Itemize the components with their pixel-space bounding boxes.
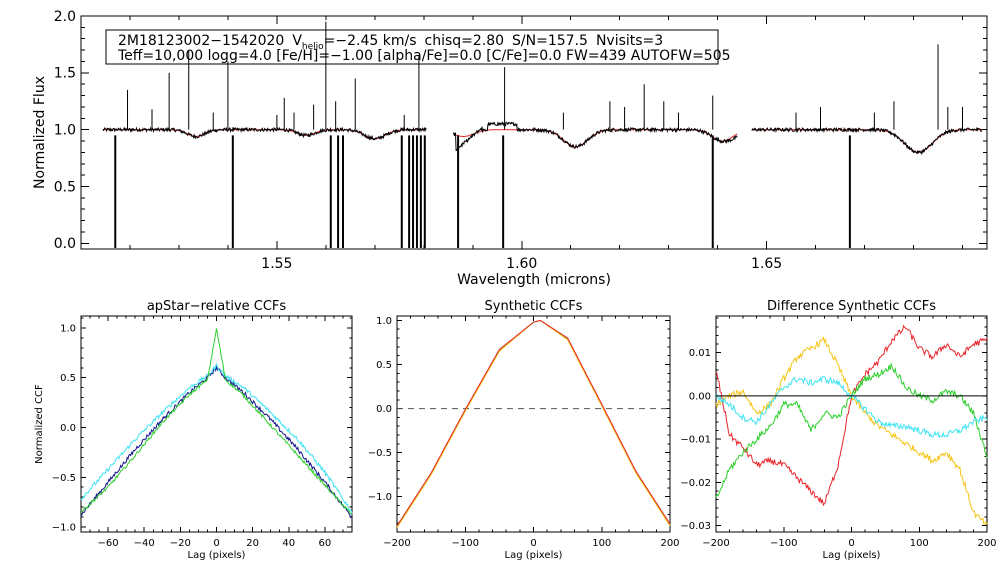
synthetic_ccf-synthetic-ccf-red-line (396, 319, 671, 527)
apstar_ccf-ytick-label: −0.5 (52, 473, 76, 484)
apstar_ccf-xtick-label: 20 (246, 538, 259, 549)
spectrum-observed-line (452, 121, 738, 151)
spectrum-xtick-label: 1.60 (506, 256, 537, 272)
info-nvisits: Nvisits=3 (596, 33, 663, 49)
diff_ccf-difference-red-line (715, 324, 988, 507)
info-chisq: chisq=2.80 (425, 33, 505, 49)
synthetic_ccf-xtick-label: −100 (452, 538, 479, 549)
diff_ccf-xtick-label: 200 (977, 538, 996, 549)
synthetic_ccf-ytick-label: 0.5 (376, 360, 392, 371)
spectrum-ylabel: Normalized Flux (32, 76, 48, 189)
diff_ccf-xtick-label: −100 (770, 538, 797, 549)
diff_ccf-ytick-label: −0.01 (680, 435, 711, 446)
diff_ccf-xtick-label: 0 (848, 538, 854, 549)
diff_ccf-difference-cyan-line (715, 376, 988, 439)
spectrum-ytick-label: 0.5 (54, 179, 76, 195)
synthetic_ccf-ytick-label: 0.0 (376, 404, 392, 415)
synthetic_ccf-synthetic-ccf-green-line (396, 319, 671, 527)
spectrum-frame (80, 15, 988, 250)
apstar_ccf-visit-ccf-2-line (80, 362, 353, 515)
synthetic_ccf-synthetic-ccf-orange-line (396, 319, 671, 528)
apstar_ccf-xtick-label: −20 (170, 538, 191, 549)
synthetic-ccf-panel: −200 −100 0 100 200 −1.0 −0.5 0.0 0.5 1.0 Syntheti… (368, 299, 680, 561)
diff_ccf-ytick-label: −0.02 (680, 478, 711, 489)
spectrum-ytick-label: 0.0 (54, 236, 76, 252)
apstar_ccf-visit-ccf-3-line (80, 328, 352, 515)
apstar_ccf-xlabel: Lag (pixels) (188, 550, 246, 561)
spectrum-ytick-label: 2.0 (54, 9, 76, 25)
difference-ccf-panel: −200 −100 0 100 200 −0.03 −0.02 −0.01 0.00 0.01 Di… (680, 299, 996, 561)
diff_ccf-xtick-label: 100 (910, 538, 929, 549)
synthetic_ccf-xtick-label: −200 (383, 538, 410, 549)
spectrum-xtick-label: 1.55 (261, 256, 292, 272)
info-sn: S/N=157.5 (512, 33, 588, 49)
diff_ccf-title: Difference Synthetic CCFs (767, 299, 936, 314)
apstar_ccf-ytick-label: −1.0 (52, 523, 76, 534)
apstar_ccf-xtick-label: 60 (319, 538, 332, 549)
apstar_ccf-xtick-label: −60 (98, 538, 119, 549)
diff_ccf-xlabel: Lag (pixels) (823, 550, 881, 561)
spectrum-observed-line (102, 126, 427, 141)
synthetic_ccf-xtick-label: 100 (592, 538, 611, 549)
synthetic_ccf-ytick-label: 1.0 (376, 316, 392, 327)
apstar_ccf-ytick-label: 0.0 (60, 423, 76, 434)
synthetic_ccf-ytick-label: −0.5 (368, 448, 392, 459)
apstar_ccf-frame (80, 315, 353, 533)
spectrum-observed-line (751, 126, 983, 156)
synthetic_ccf-ytick-label: −1.0 (368, 492, 392, 503)
info-vhelio-sub: helio (302, 42, 324, 52)
apstar_ccf-xtick-label: −40 (134, 538, 155, 549)
spectrum-model-line (452, 129, 738, 148)
diff_ccf-ytick-label: −0.03 (680, 521, 711, 532)
info-line-2: Teff=10,000 logg=4.0 [Fe/H]=−1.00 [alpha… (117, 48, 731, 64)
info-vhelio-prefix: V (292, 33, 302, 49)
synthetic_ccf-frame (396, 315, 671, 533)
info-line-1: 2M18123002−1542020 Vhelio=−2.45 km/s chisq… (118, 33, 663, 52)
spectrum-xtick-label: 1.65 (751, 256, 782, 272)
spectrum-ytick-label: 1.0 (54, 123, 76, 139)
diff_ccf-difference-green-line (715, 362, 988, 498)
diff_ccf-ytick-label: 0.00 (689, 391, 711, 402)
spectrum-ytick-label: 1.5 (54, 66, 76, 82)
apstar_ccf-ytick-label: 0.5 (60, 373, 76, 384)
apstar_ccf-ytick-label: 1.0 (60, 323, 76, 334)
spectrum-xlabel: Wavelength (microns) (457, 272, 611, 288)
info-vhelio-value: =−2.45 km/s (324, 33, 417, 49)
apstar_ccf-ylabel: Normalized CCF (34, 384, 45, 464)
diff_ccf-difference-orange-line (715, 336, 988, 525)
spectrum-panel: 2M18123002−1542020 Vhelio=−2.45 km/s chisq… (32, 9, 988, 288)
diff_ccf-frame (715, 315, 988, 533)
diff_ccf-xtick-label: −200 (702, 538, 729, 549)
apstar_ccf-visit-ccf-1-line (80, 365, 353, 519)
apstar_ccf-title: apStar−relative CCFs (147, 299, 287, 314)
apstar_ccf-xtick-label: 0 (213, 538, 219, 549)
synthetic_ccf-title: Synthetic CCFs (485, 299, 583, 314)
apstar_ccf-xtick-label: 40 (282, 538, 295, 549)
info-star-id: 2M18123002−1542020 (118, 33, 284, 49)
synthetic_ccf-xtick-label: 0 (530, 538, 536, 549)
info-box (105, 29, 719, 65)
apstar-ccf-panel: −60 −40 −20 0 20 40 60 −1.0 −0.5 0.0 0.5 1.0 apStar−… (34, 299, 353, 561)
diff_ccf-ytick-label: 0.01 (689, 348, 711, 359)
synthetic_ccf-xtick-label: 200 (660, 538, 679, 549)
synthetic_ccf-xlabel: Lag (pixels) (505, 550, 563, 561)
